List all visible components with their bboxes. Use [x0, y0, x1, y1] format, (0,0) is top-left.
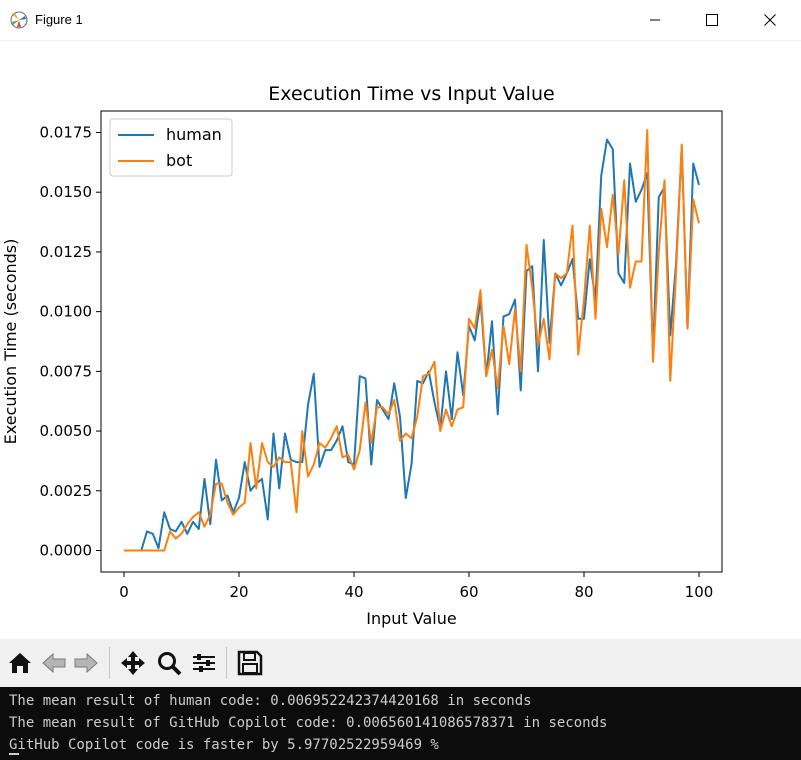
navigation-toolbar: [0, 639, 801, 687]
x-tick-label: 0: [119, 583, 129, 601]
toolbar-separator: [226, 647, 227, 679]
x-tick-label: 40: [344, 583, 363, 601]
save-icon: [237, 650, 263, 676]
chart-title: Execution Time vs Input Value: [268, 83, 554, 105]
subplots-icon: [193, 654, 215, 672]
figure-canvas[interactable]: Execution Time vs Input Value 0 20 40 60 80 10…: [0, 41, 801, 639]
terminal-console[interactable]: The mean result of human code: 0.0069522…: [0, 687, 801, 760]
x-axis-label: Input Value: [366, 609, 456, 628]
toolbar-separator: [109, 647, 110, 679]
y-tick-label: 0.0050: [40, 422, 93, 440]
console-line: GitHub Copilot code is faster by 5.97702…: [9, 737, 439, 753]
zoom-button[interactable]: [155, 649, 183, 677]
y-axis-label: Execution Time (seconds): [1, 239, 20, 445]
y-tick-label: 0.0175: [40, 123, 93, 141]
forward-arrow-icon: [74, 652, 98, 674]
series-line-human: [124, 138, 700, 552]
window-titlebar: Figure 1: [0, 0, 801, 41]
maximize-button[interactable]: [689, 0, 735, 40]
legend-label-human: human: [166, 125, 222, 144]
home-icon: [9, 653, 31, 673]
y-tick-label: 0.0150: [40, 183, 93, 201]
save-button[interactable]: [236, 649, 264, 677]
y-tick-label: 0.0025: [40, 482, 93, 500]
y-tick-label: 0.0125: [40, 243, 93, 261]
close-button[interactable]: [747, 0, 793, 40]
plot-frame: [100, 110, 723, 573]
x-tick-label: 80: [574, 583, 593, 601]
back-button[interactable]: [40, 649, 68, 677]
x-tick-label: 60: [459, 583, 478, 601]
y-tick-label: 0.0000: [40, 542, 93, 560]
home-button[interactable]: [6, 649, 34, 677]
window-title: Figure 1: [35, 12, 83, 27]
line-chart: Execution Time vs Input Value 0 20 40 60 80 10…: [1, 83, 723, 628]
matplotlib-logo-icon: [10, 11, 28, 29]
x-tick-label: 100: [685, 583, 714, 601]
pan-icon: [121, 651, 145, 675]
y-tick-label: 0.0100: [40, 303, 93, 321]
legend-label-bot: bot: [166, 151, 192, 170]
configure-subplots-button[interactable]: [190, 649, 218, 677]
x-tick-label: 20: [229, 583, 248, 601]
minimize-icon: [650, 19, 660, 21]
console-line: The mean result of GitHub Copilot code: …: [9, 715, 608, 731]
console-line: The mean result of human code: 0.0069522…: [9, 693, 532, 709]
y-tick-label: 0.0075: [40, 362, 93, 380]
forward-button[interactable]: [72, 649, 100, 677]
series-line-bot: [124, 129, 700, 552]
minimize-button[interactable]: [632, 0, 678, 40]
back-arrow-icon: [42, 652, 66, 674]
console-cursor: [9, 753, 19, 755]
close-icon: [764, 14, 776, 26]
zoom-icon: [158, 652, 182, 676]
maximize-icon: [706, 14, 718, 26]
pan-button[interactable]: [119, 649, 147, 677]
